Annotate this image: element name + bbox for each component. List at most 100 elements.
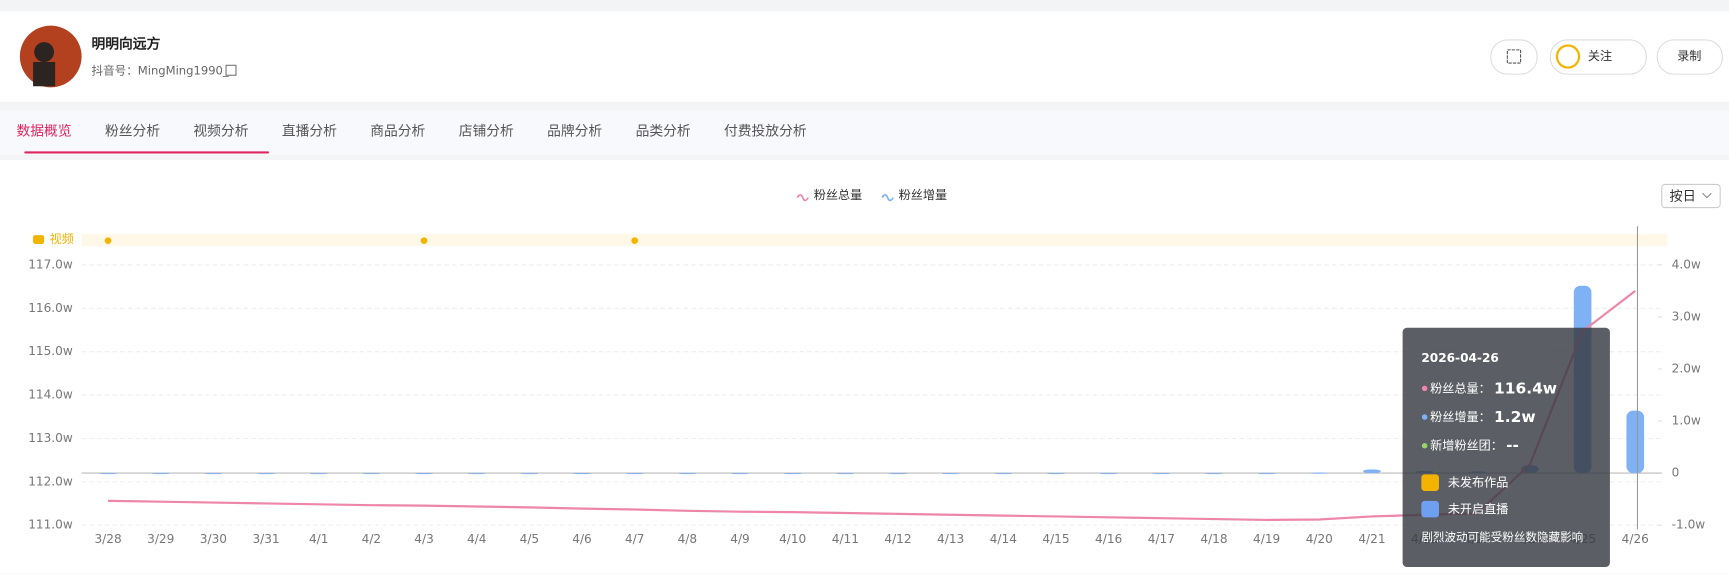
x-tick-label: 4/14 bbox=[990, 532, 1017, 546]
bar[interactable] bbox=[783, 473, 802, 475]
line bbox=[108, 290, 1636, 522]
x-tick-label: 4/5 bbox=[520, 532, 540, 546]
tooltip-value: 116.4w bbox=[1494, 379, 1557, 397]
tooltip-dot bbox=[1421, 442, 1428, 449]
bar[interactable] bbox=[151, 473, 170, 475]
tooltip-label: 新增粉丝团： bbox=[1430, 437, 1503, 452]
x-tick-label: 3/31 bbox=[252, 532, 279, 546]
y-tick-label: 114.0w bbox=[28, 388, 73, 402]
event-lane bbox=[81, 234, 1668, 247]
y-tick-label: 115.0w bbox=[28, 344, 73, 358]
tab[interactable]: 店铺分析 bbox=[459, 123, 514, 139]
event-label: 视频 bbox=[50, 231, 74, 246]
bar[interactable] bbox=[678, 473, 697, 475]
bar[interactable] bbox=[415, 473, 433, 475]
bar[interactable] bbox=[309, 473, 328, 475]
event-marker[interactable] bbox=[104, 237, 112, 244]
period-select-label: 按日 bbox=[1669, 189, 1695, 205]
x-tick-label: 4/3 bbox=[414, 532, 434, 546]
qr-button[interactable] bbox=[1490, 39, 1538, 75]
select-arrow bbox=[1702, 192, 1712, 199]
copy-icon[interactable] bbox=[225, 64, 237, 76]
x-tick-label: 4/17 bbox=[1148, 532, 1175, 546]
tooltip-value: -- bbox=[1506, 436, 1519, 454]
tooltip-label: 粉丝总量： bbox=[1430, 380, 1491, 395]
bar[interactable] bbox=[573, 473, 591, 475]
tab[interactable]: 品牌分析 bbox=[547, 122, 602, 139]
bar[interactable] bbox=[994, 473, 1013, 475]
bar[interactable] bbox=[1257, 473, 1276, 475]
legend-label[interactable]: 粉丝增量 bbox=[899, 187, 947, 202]
y-tick-label: 112.0w bbox=[28, 474, 73, 488]
bar[interactable] bbox=[1205, 473, 1223, 475]
x-tick-label: 4/7 bbox=[625, 532, 645, 546]
bar[interactable] bbox=[731, 473, 749, 475]
x-tick-label: 4/6 bbox=[572, 532, 592, 546]
x-tick-label: 4/1 bbox=[309, 532, 329, 546]
tooltip-date: 2026-04-26 bbox=[1421, 351, 1498, 365]
follow-label: 关注 bbox=[1588, 48, 1612, 63]
tab[interactable]: 品类分析 bbox=[636, 123, 691, 139]
tab[interactable]: 视频分析 bbox=[193, 123, 248, 139]
profile-card bbox=[0, 11, 1729, 102]
x-tick-label: 4/2 bbox=[362, 532, 381, 546]
tab[interactable]: 粉丝分析 bbox=[105, 123, 160, 139]
x-tick-label: 4/26 bbox=[1622, 532, 1649, 546]
y2-tick-label: 0 bbox=[1672, 466, 1680, 480]
tab[interactable]: 付费投放分析 bbox=[724, 123, 807, 139]
record-button[interactable] bbox=[1656, 39, 1723, 75]
profile-name: 明明向远方 bbox=[92, 35, 161, 52]
y-tick-label: 116.0w bbox=[28, 301, 73, 315]
bar[interactable] bbox=[99, 473, 117, 475]
tooltip-row: 粉丝总量： 116.4w bbox=[1430, 379, 1557, 397]
x-tick-label: 4/4 bbox=[467, 532, 487, 546]
x-tick-label: 4/16 bbox=[1095, 532, 1122, 546]
tooltip-row: 新增粉丝团： -- bbox=[1430, 436, 1519, 454]
status-label: 未发布作品 bbox=[1448, 475, 1509, 490]
bar[interactable] bbox=[1099, 473, 1118, 475]
event-marker[interactable] bbox=[631, 237, 638, 244]
event-marker[interactable] bbox=[420, 237, 428, 244]
legend-label[interactable]: 粉丝总量 bbox=[814, 187, 862, 202]
bar[interactable] bbox=[467, 473, 486, 475]
active-tab-underline bbox=[24, 151, 270, 154]
bar[interactable] bbox=[625, 473, 644, 475]
legend-symbol bbox=[796, 194, 809, 202]
bar[interactable] bbox=[1310, 472, 1329, 474]
bar[interactable] bbox=[941, 473, 960, 475]
bar[interactable] bbox=[204, 473, 223, 475]
tooltip-note: 剧烈波动可能受粉丝数隐藏影响 bbox=[1421, 530, 1583, 544]
bar[interactable] bbox=[1152, 473, 1171, 475]
x-tick-label: 4/15 bbox=[1042, 532, 1069, 546]
bar[interactable] bbox=[836, 473, 855, 475]
x-tick-label: 4/11 bbox=[832, 532, 859, 546]
bar[interactable] bbox=[1626, 410, 1645, 474]
bar[interactable] bbox=[520, 473, 539, 475]
bar[interactable] bbox=[889, 473, 907, 475]
status-icon bbox=[1421, 474, 1439, 491]
x-tick-label: 4/13 bbox=[937, 532, 964, 546]
x-tick-label: 4/21 bbox=[1358, 532, 1385, 546]
tab[interactable]: 商品分析 bbox=[370, 123, 425, 139]
y2-tick-label: 2.0w bbox=[1672, 361, 1701, 375]
bar[interactable] bbox=[257, 473, 275, 475]
bar[interactable] bbox=[1047, 473, 1065, 475]
y-tick-label: 111.0w bbox=[28, 518, 73, 532]
tab[interactable]: 直播分析 bbox=[282, 123, 337, 139]
bar[interactable] bbox=[1363, 469, 1381, 474]
tooltip-label: 粉丝增量： bbox=[1430, 409, 1491, 424]
tab[interactable]: 数据概览 bbox=[17, 123, 72, 139]
status-label: 未开启直播 bbox=[1448, 502, 1509, 516]
follow-icon bbox=[1555, 44, 1581, 69]
bar[interactable] bbox=[362, 473, 381, 475]
tab-bar bbox=[0, 110, 1729, 155]
x-tick-label: 4/9 bbox=[730, 532, 750, 546]
x-tick-label: 4/12 bbox=[884, 532, 911, 546]
x-tick-label: 4/18 bbox=[1200, 532, 1227, 546]
y2-tick-label: 3.0w bbox=[1672, 309, 1701, 323]
period-select[interactable] bbox=[1661, 183, 1721, 209]
legend-symbol bbox=[881, 194, 894, 202]
